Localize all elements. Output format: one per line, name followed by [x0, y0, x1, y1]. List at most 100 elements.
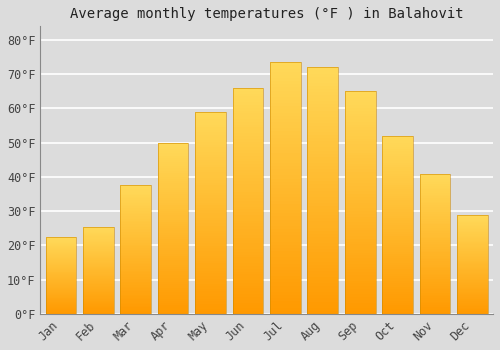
Bar: [457, 236, 488, 237]
Bar: [120, 262, 151, 264]
Bar: [270, 191, 300, 194]
Bar: [120, 186, 151, 187]
Bar: [158, 239, 188, 241]
Bar: [382, 287, 413, 289]
Bar: [420, 282, 450, 284]
Bar: [270, 100, 300, 103]
Bar: [158, 301, 188, 303]
Bar: [120, 304, 151, 306]
Bar: [83, 288, 114, 289]
Bar: [195, 195, 226, 198]
Bar: [308, 150, 338, 154]
Bar: [46, 255, 76, 256]
Bar: [46, 245, 76, 246]
Bar: [457, 219, 488, 221]
Bar: [457, 271, 488, 272]
Bar: [232, 218, 264, 220]
Bar: [195, 188, 226, 190]
Bar: [457, 287, 488, 288]
Bar: [420, 263, 450, 265]
Bar: [46, 272, 76, 273]
Bar: [345, 180, 376, 183]
Bar: [158, 179, 188, 181]
Bar: [120, 243, 151, 245]
Bar: [120, 296, 151, 298]
Bar: [83, 246, 114, 247]
Bar: [382, 270, 413, 272]
Bar: [120, 284, 151, 285]
Bar: [195, 228, 226, 231]
Bar: [270, 160, 300, 163]
Bar: [232, 136, 264, 139]
Bar: [83, 250, 114, 251]
Bar: [270, 289, 300, 292]
Bar: [120, 195, 151, 197]
Bar: [382, 136, 413, 138]
Bar: [382, 245, 413, 247]
Bar: [232, 93, 264, 96]
Bar: [195, 200, 226, 203]
Bar: [232, 190, 264, 193]
Bar: [83, 306, 114, 307]
Bar: [195, 225, 226, 228]
Bar: [158, 143, 188, 314]
Bar: [420, 266, 450, 268]
Bar: [308, 280, 338, 283]
Bar: [382, 194, 413, 196]
Bar: [457, 222, 488, 223]
Bar: [308, 302, 338, 304]
Bar: [232, 153, 264, 156]
Bar: [308, 274, 338, 277]
Bar: [83, 238, 114, 239]
Bar: [158, 153, 188, 155]
Bar: [420, 191, 450, 193]
Bar: [457, 253, 488, 254]
Bar: [270, 273, 300, 276]
Bar: [382, 294, 413, 296]
Bar: [195, 266, 226, 268]
Bar: [382, 280, 413, 283]
Bar: [158, 222, 188, 224]
Bar: [345, 211, 376, 214]
Bar: [158, 290, 188, 293]
Bar: [308, 258, 338, 261]
Bar: [120, 282, 151, 284]
Bar: [46, 294, 76, 295]
Bar: [83, 236, 114, 238]
Bar: [120, 307, 151, 309]
Bar: [120, 261, 151, 262]
Bar: [457, 259, 488, 260]
Bar: [420, 249, 450, 251]
Bar: [308, 111, 338, 114]
Bar: [195, 205, 226, 208]
Bar: [345, 194, 376, 197]
Bar: [83, 245, 114, 246]
Bar: [420, 182, 450, 184]
Bar: [345, 203, 376, 205]
Bar: [46, 246, 76, 247]
Bar: [83, 256, 114, 257]
Bar: [345, 125, 376, 127]
Bar: [195, 170, 226, 173]
Bar: [120, 203, 151, 205]
Bar: [308, 154, 338, 157]
Bar: [232, 229, 264, 232]
Bar: [457, 273, 488, 274]
Bar: [195, 162, 226, 165]
Bar: [46, 312, 76, 313]
Bar: [120, 211, 151, 213]
Bar: [345, 250, 376, 253]
Bar: [420, 259, 450, 261]
Bar: [46, 302, 76, 303]
Bar: [345, 253, 376, 256]
Bar: [270, 229, 300, 232]
Bar: [457, 252, 488, 253]
Bar: [345, 141, 376, 144]
Bar: [232, 269, 264, 272]
Bar: [120, 300, 151, 301]
Bar: [308, 77, 338, 80]
Bar: [46, 303, 76, 304]
Bar: [195, 276, 226, 279]
Bar: [308, 101, 338, 104]
Bar: [270, 65, 300, 69]
